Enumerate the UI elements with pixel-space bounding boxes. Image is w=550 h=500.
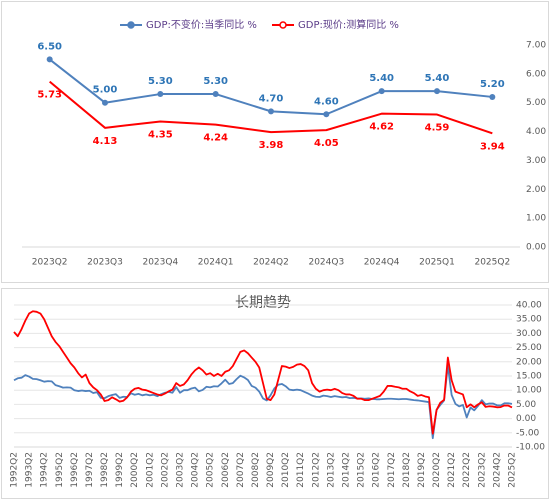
value-label: 4.60	[314, 96, 339, 107]
y-tick-label: 1.00	[526, 214, 546, 224]
x-tick-label: 2008Q2	[251, 452, 261, 488]
value-label: 5.30	[203, 76, 228, 87]
x-tick-label: 2017Q2	[387, 452, 397, 488]
y-tick-label: 35.00	[516, 315, 542, 325]
x-tick-label: 2015Q2	[357, 452, 367, 488]
x-tick-label: 1993Q2	[25, 452, 35, 488]
y-tick-label: 30.00	[516, 329, 542, 339]
x-tick-label: 2022Q2	[462, 452, 472, 488]
x-tick-label: 2005Q2	[206, 452, 216, 488]
y-tick-label: 15.00	[516, 372, 542, 382]
x-tick-label: 2002Q2	[160, 452, 170, 488]
x-tick-label: 2019Q2	[417, 452, 427, 488]
value-label: 5.00	[93, 85, 118, 96]
y-tick-label: 7.00	[526, 41, 546, 51]
x-tick-label: 1996Q2	[70, 452, 80, 488]
value-label: 3.94	[480, 141, 505, 152]
x-tick-label: 2000Q2	[130, 452, 140, 488]
value-label: 5.40	[369, 73, 394, 84]
value-label: 4.13	[93, 136, 118, 147]
y-tick-label: 0.00	[516, 414, 536, 424]
x-tick-label: 2024Q1	[198, 258, 234, 268]
value-label: 4.70	[259, 93, 284, 104]
point-marker	[212, 91, 219, 98]
y-tick-label: -5.00	[516, 428, 540, 438]
value-label: 6.50	[37, 41, 62, 52]
x-tick-label: 2014Q2	[342, 452, 352, 488]
x-tick-label: 2011Q2	[296, 452, 306, 488]
point-marker	[489, 93, 496, 100]
point-marker	[157, 91, 164, 98]
point-marker	[323, 111, 330, 118]
point-marker	[268, 108, 274, 115]
legend-marker	[279, 21, 287, 29]
x-tick-label: 2023Q3	[87, 258, 123, 268]
y-tick-label: 6.00	[526, 69, 546, 79]
x-tick-label: 2003Q2	[176, 452, 186, 488]
x-tick-label: 2024Q2	[492, 452, 502, 488]
x-tick-label: 2007Q2	[236, 452, 246, 488]
x-tick-label: 2009Q2	[266, 452, 276, 488]
x-tick-label: 1994Q2	[40, 452, 50, 488]
value-label: 5.40	[425, 73, 450, 84]
legend-label: GDP:不变价:当季同比 %	[146, 18, 257, 31]
value-label: 4.59	[425, 123, 450, 134]
y-tick-label: 5.00	[526, 98, 546, 108]
y-tick-label: 3.00	[526, 156, 546, 166]
point-marker	[434, 88, 440, 95]
x-tick-label: 2006Q2	[221, 452, 231, 488]
x-tick-label: 1992Q2	[10, 452, 20, 488]
legend-label: GDP:现价:测算同比 %	[298, 18, 399, 31]
x-tick-label: 1999Q2	[115, 452, 125, 488]
y-tick-label: 5.00	[516, 400, 536, 410]
x-tick-label: 2025Q2	[508, 452, 518, 488]
x-tick-label: 2025Q1	[419, 258, 455, 268]
value-label: 5.20	[480, 79, 505, 90]
y-tick-label: -10.00	[516, 443, 545, 453]
y-tick-label: 20.00	[516, 357, 542, 367]
x-tick-label: 2023Q2	[32, 258, 68, 268]
series-line	[13, 310, 513, 435]
value-label: 3.98	[259, 140, 284, 151]
point-marker	[46, 56, 53, 63]
x-tick-label: 2016Q2	[372, 452, 382, 488]
value-label: 4.24	[203, 133, 228, 144]
x-tick-label: 2024Q3	[308, 258, 344, 268]
x-tick-label: 1997Q2	[85, 452, 95, 488]
x-tick-label: 2021Q2	[447, 452, 457, 488]
x-tick-label: 2023Q4	[142, 258, 178, 268]
x-tick-label: 2023Q2	[477, 452, 487, 488]
y-tick-label: 2.00	[526, 185, 546, 195]
legend-marker	[127, 21, 135, 29]
x-tick-label: 2001Q2	[145, 452, 155, 488]
top-chart-frame	[1, 1, 549, 283]
value-label: 4.62	[369, 122, 394, 133]
value-label: 4.35	[148, 129, 173, 140]
y-tick-label: 40.00	[516, 301, 542, 311]
series-line	[49, 80, 493, 135]
x-tick-label: 2020Q2	[432, 452, 442, 488]
x-tick-label: 2024Q4	[364, 258, 400, 268]
value-label: 4.05	[314, 138, 339, 149]
y-tick-label: 0.00	[526, 243, 546, 253]
y-tick-label: 25.00	[516, 343, 542, 353]
x-tick-label: 1995Q2	[55, 452, 65, 488]
x-tick-label: 2013Q2	[326, 452, 336, 488]
point-marker	[102, 99, 108, 106]
y-tick-label: 10.00	[516, 386, 542, 396]
x-tick-label: 2018Q2	[402, 452, 412, 488]
chart-title: 长期趋势	[235, 295, 291, 311]
x-tick-label: 1998Q2	[100, 452, 110, 488]
point-marker	[378, 88, 385, 95]
x-tick-label: 2025Q2	[474, 258, 510, 268]
y-tick-label: 4.00	[526, 127, 546, 137]
x-tick-label: 2010Q2	[281, 452, 291, 488]
value-label: 5.30	[148, 76, 173, 87]
x-tick-label: 2012Q2	[311, 452, 321, 488]
value-label: 5.73	[37, 90, 62, 101]
x-tick-label: 2004Q2	[191, 452, 201, 488]
x-tick-label: 2024Q2	[253, 258, 289, 268]
